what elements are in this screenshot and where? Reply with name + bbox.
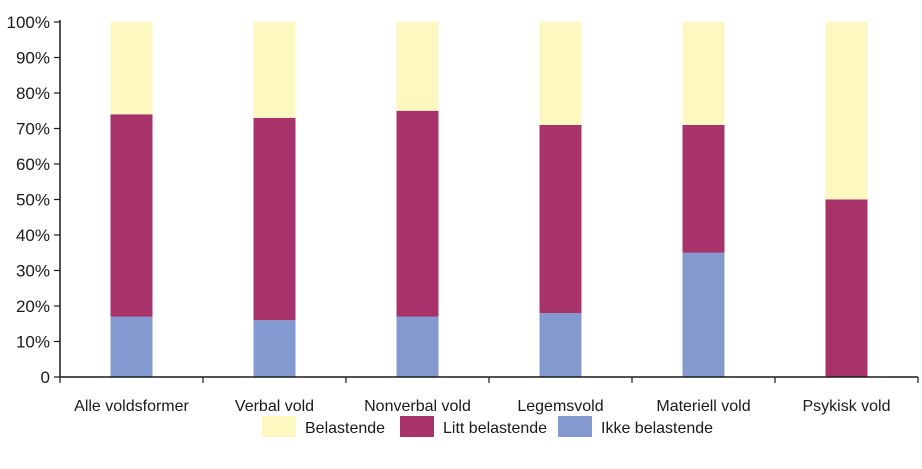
x-category-label: Nonverbal vold bbox=[364, 398, 471, 415]
x-category-label: Legemsvold bbox=[517, 398, 603, 415]
x-category-label: Materiell vold bbox=[656, 398, 750, 415]
y-tick-label: 20% bbox=[16, 297, 50, 316]
legend-item-ikke-belastende: Ikke belastende bbox=[558, 416, 713, 437]
y-tick-label: 0 bbox=[41, 368, 50, 387]
bar-legemsvold-ikke-belastende bbox=[539, 313, 582, 377]
x-category-label: Alle voldsformer bbox=[74, 398, 189, 415]
legend-swatch bbox=[558, 416, 592, 437]
y-tick-label: 30% bbox=[16, 262, 50, 281]
legend: Belastende Litt belastende Ikke belastende bbox=[262, 416, 713, 437]
bar-alle-voldsformer-belastende bbox=[110, 22, 153, 115]
bar-verbal-vold-litt-belastende bbox=[253, 117, 296, 321]
y-tick-label: 90% bbox=[16, 49, 50, 68]
axes-group bbox=[59, 20, 919, 383]
y-tick-label: 10% bbox=[16, 333, 50, 352]
bar-legemsvold-belastende bbox=[539, 22, 582, 125]
x-category-label: Verbal vold bbox=[235, 398, 314, 415]
bar-verbal-vold-ikke-belastende bbox=[253, 320, 296, 377]
y-tick-label: 100% bbox=[7, 13, 50, 32]
y-tick-label: 60% bbox=[16, 155, 50, 174]
bar-nonverbal-vold-ikke-belastende bbox=[396, 316, 439, 377]
bar-nonverbal-vold-litt-belastende bbox=[396, 110, 439, 317]
legend-swatch bbox=[262, 416, 296, 437]
legend-item-litt-belastende: Litt belastende bbox=[400, 416, 547, 437]
bar-materiell-vold-ikke-belastende bbox=[682, 252, 725, 377]
legend-label: Belastende bbox=[305, 420, 385, 437]
bar-psykisk-vold-litt-belastende bbox=[825, 199, 868, 377]
y-tick-label: 80% bbox=[16, 84, 50, 103]
y-tick-label: 70% bbox=[16, 120, 50, 139]
legend-label: Litt belastende bbox=[443, 420, 547, 437]
bar-nonverbal-vold-belastende bbox=[396, 22, 439, 111]
bars-group bbox=[110, 22, 868, 377]
legend-item-belastende: Belastende bbox=[262, 416, 385, 437]
bar-materiell-vold-litt-belastende bbox=[682, 124, 725, 253]
bar-alle-voldsformer-litt-belastende bbox=[110, 114, 153, 317]
bar-materiell-vold-belastende bbox=[682, 22, 725, 125]
legend-label: Ikke belastende bbox=[601, 420, 713, 437]
x-category-label: Psykisk vold bbox=[802, 398, 890, 415]
bar-psykisk-vold-belastende bbox=[825, 22, 868, 200]
bar-verbal-vold-belastende bbox=[253, 22, 296, 118]
y-tick-label: 40% bbox=[16, 226, 50, 245]
bar-legemsvold-litt-belastende bbox=[539, 124, 582, 314]
legend-swatch bbox=[400, 416, 434, 437]
bar-alle-voldsformer-ikke-belastende bbox=[110, 316, 153, 377]
y-tick-label: 50% bbox=[16, 191, 50, 210]
x-axis-labels: Alle voldsformer Verbal vold Nonverbal vol… bbox=[74, 398, 890, 415]
y-axis-ticks: 0 10% 20% 30% 40% 50% 60% 70% 80% 90% 100% bbox=[7, 13, 60, 387]
